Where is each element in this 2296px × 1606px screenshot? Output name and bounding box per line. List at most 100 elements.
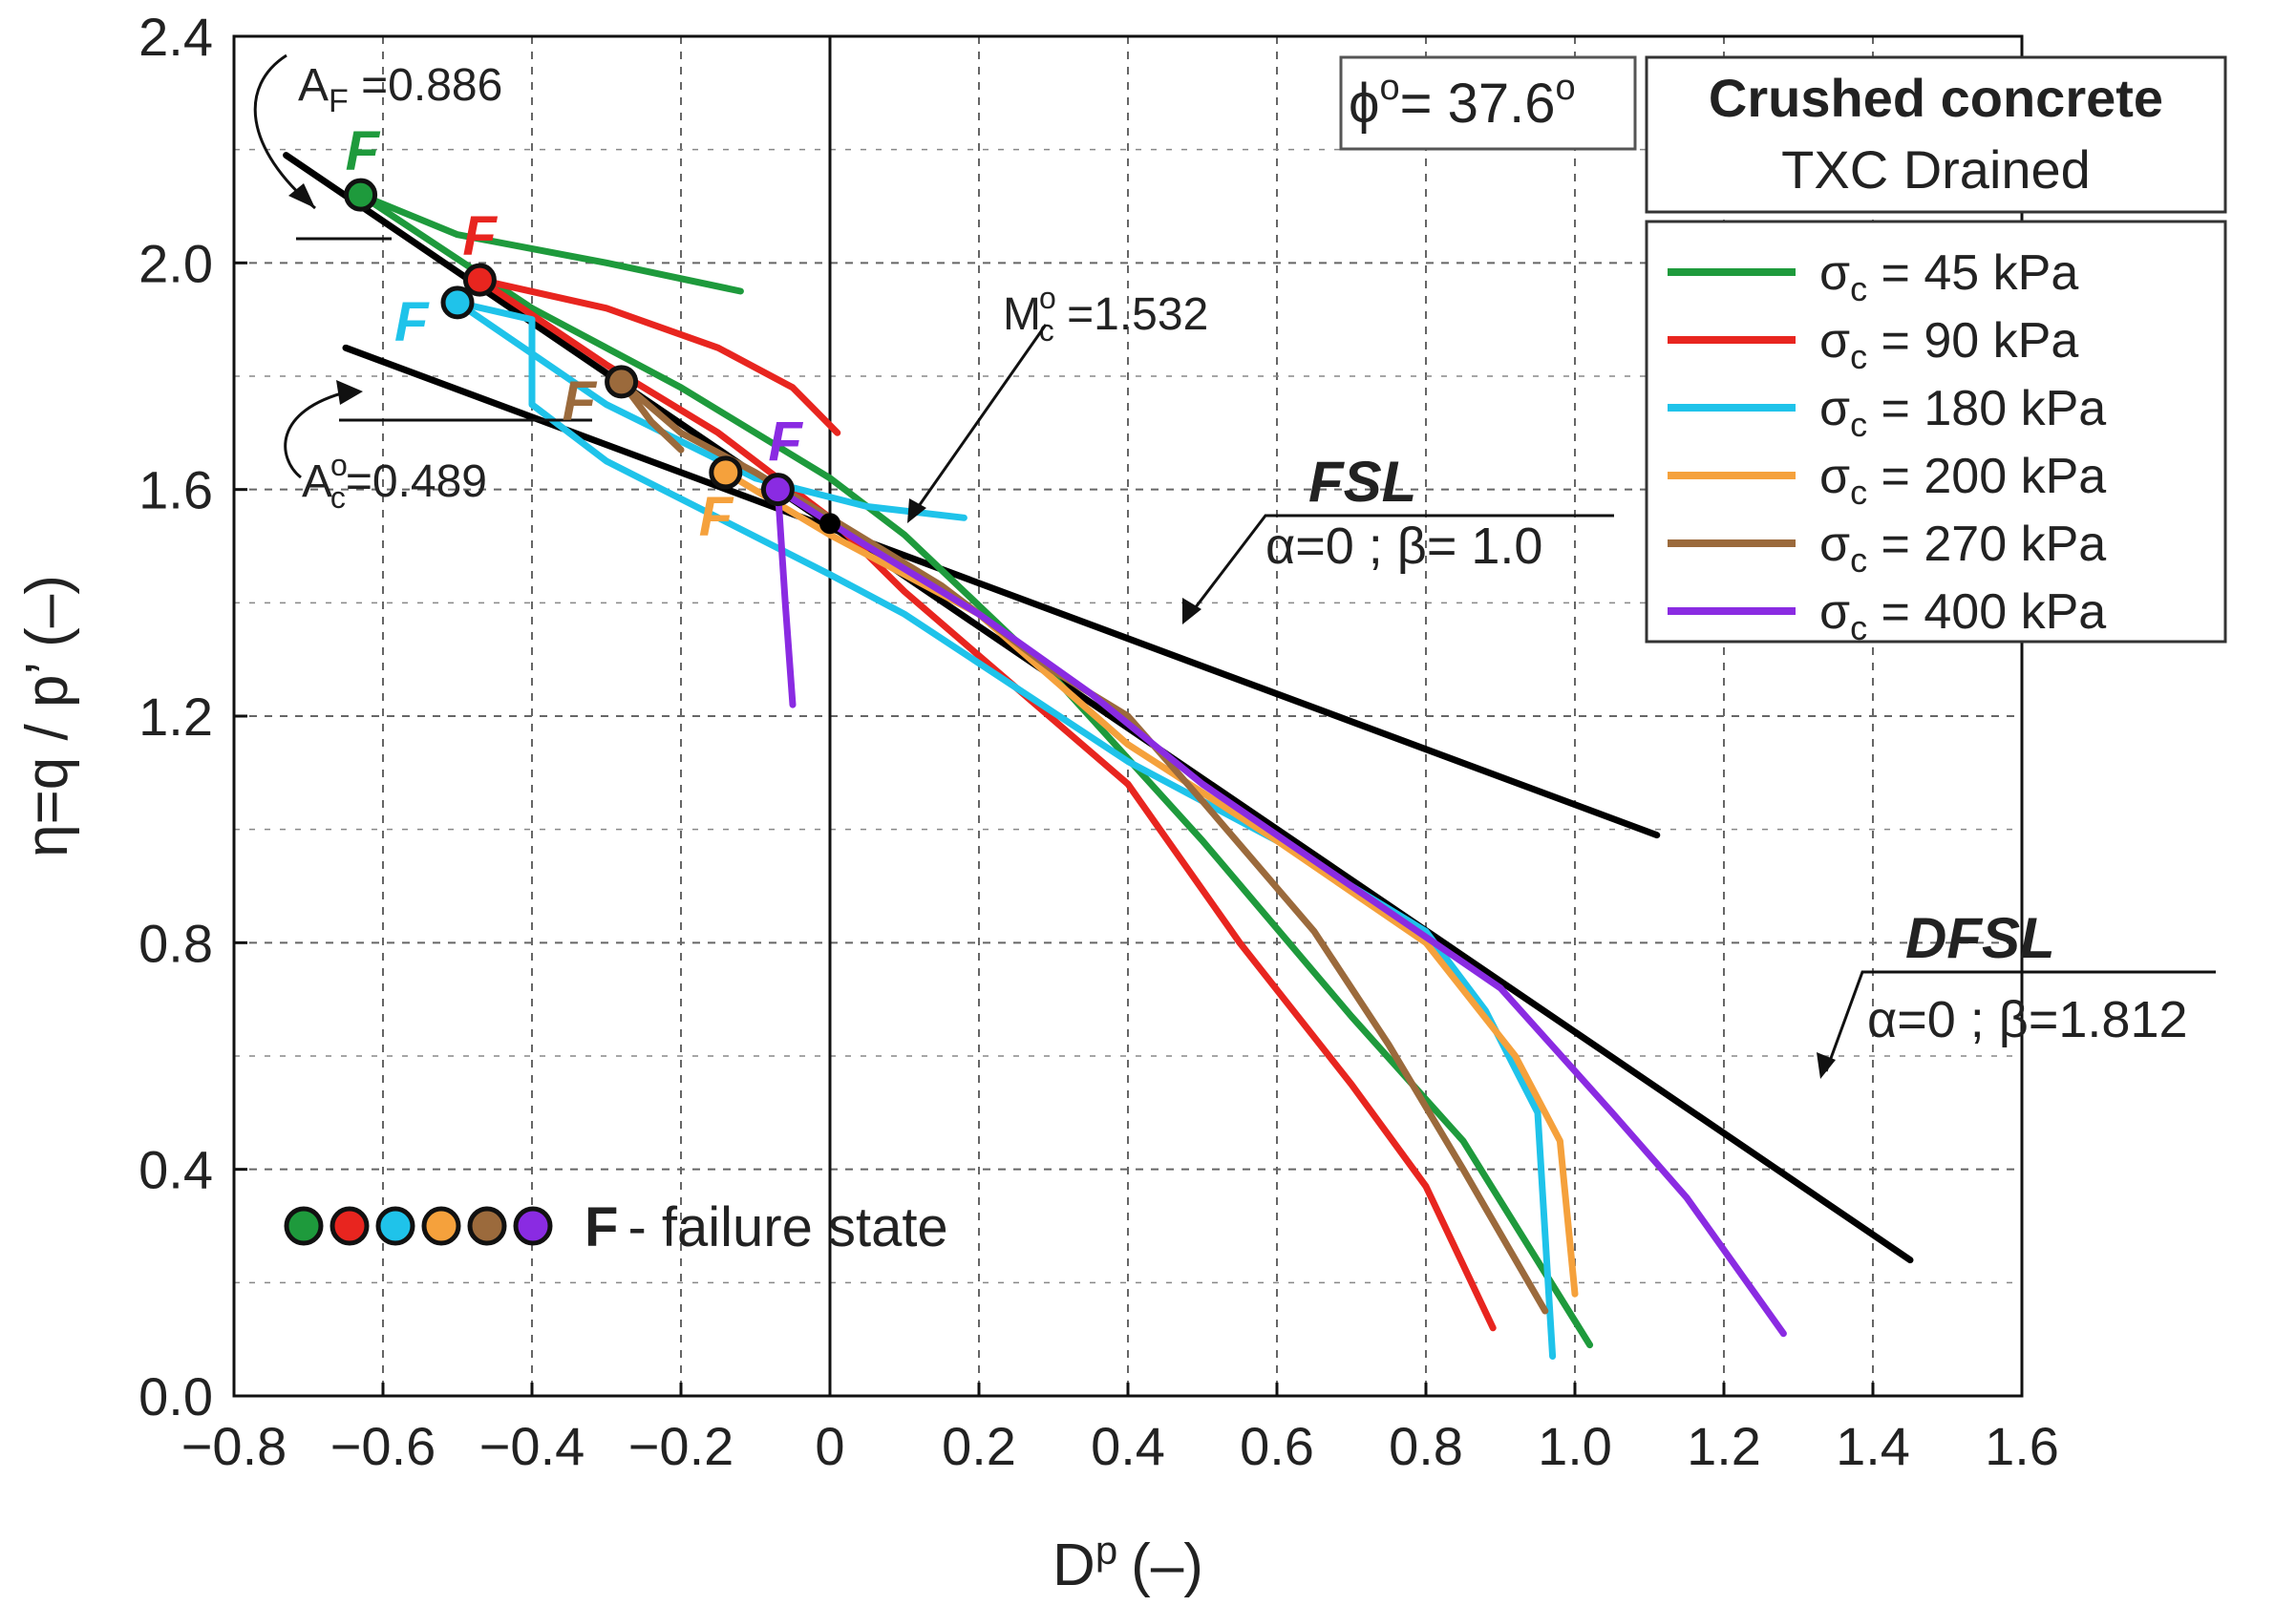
series-line-2-b [454, 299, 967, 521]
y-tick-label: 1.2 [138, 687, 213, 747]
y-tick-label: 2.0 [138, 233, 213, 293]
failure-marker-2 [440, 285, 475, 320]
failure-legend-dot-2 [375, 1206, 415, 1246]
failure-marker-1 [462, 263, 497, 297]
phi-symbol: ϕ [1349, 73, 1379, 135]
failure-legend-dots [284, 1206, 553, 1246]
series-line-3 [722, 469, 1579, 1298]
ac-arrow [284, 390, 350, 479]
y-tick-label: 0.8 [138, 913, 213, 973]
plot-frame [232, 34, 2024, 1398]
y-tick-label: 0.4 [138, 1140, 213, 1200]
y-axis-title: η=q / p’ (–) [14, 575, 80, 857]
x-tick-label: 0.8 [1389, 1416, 1463, 1476]
x-axis-title-unit: (–) [1131, 1532, 1203, 1598]
legend-label-5: σc = 400 kPa [1819, 584, 2106, 647]
phi-value: = 37.6 [1400, 73, 1556, 135]
legend-label-4: σc = 270 kPa [1819, 517, 2106, 580]
dfsl-arrowhead [1817, 1052, 1836, 1079]
dfsl-label: DFSL [1905, 906, 2055, 970]
x-tick-label: 1.2 [1687, 1416, 1761, 1476]
failure-marker-0 [344, 178, 378, 212]
failure-legend-dot-1 [330, 1206, 370, 1246]
failure-letter-2: F [394, 291, 430, 353]
fsl-params: α=0 ; β= 1.0 [1265, 518, 1542, 575]
failure-legend-text: F- failure state [585, 1196, 948, 1258]
failure-legend-desc: - failure state [627, 1196, 947, 1258]
annotation-arrows [253, 53, 2216, 1072]
arrow-heads [288, 183, 1836, 1079]
x-axis-title-sup: p [1095, 1528, 1117, 1573]
ac-sub: c [330, 480, 346, 515]
x-tick-label: −0.8 [181, 1416, 287, 1476]
dfsl-params: α=0 ; β=1.812 [1867, 991, 2188, 1048]
ac-base: A [302, 456, 332, 507]
x-tick-label: 1.4 [1836, 1416, 1910, 1476]
failure-legend-dot-3 [421, 1206, 461, 1246]
failure-marker-3 [709, 455, 743, 490]
intersection-point [819, 513, 840, 535]
mc-annotation: Mo c =1.532 [1003, 281, 1208, 348]
series-line-2 [454, 299, 1557, 1360]
x-tick-label: 0.6 [1240, 1416, 1314, 1476]
title-line-1: Crushed concrete [1709, 68, 2163, 128]
x-tick-label: 0 [815, 1416, 844, 1476]
failure-marker-4 [605, 365, 639, 399]
x-tick-label: 0.2 [942, 1416, 1016, 1476]
fsl-arrowhead [1182, 598, 1201, 624]
legend-box [1645, 220, 2227, 644]
y-tick-label: 2.4 [138, 7, 213, 67]
y-tick-label: 0.0 [138, 1366, 213, 1426]
mc-base: M [1003, 289, 1041, 340]
failure-legend-dot-4 [467, 1206, 507, 1246]
mc-arrowhead [907, 498, 926, 523]
series-line-5 [774, 486, 1787, 1338]
legend-label-0: σc = 45 kPa [1819, 245, 2078, 308]
failure-marker-5 [760, 473, 795, 507]
failure-legend-dot-5 [513, 1206, 553, 1246]
af-sub: F [329, 83, 349, 119]
legend-label-3: σc = 200 kPa [1819, 449, 2106, 512]
failure-letter-4: F [563, 370, 598, 433]
mc-sub: c [1039, 313, 1054, 348]
ac-rest: =0.489 [346, 456, 487, 507]
x-tick-label: −0.2 [628, 1416, 734, 1476]
legend-label-2: σc = 180 kPa [1819, 381, 2106, 444]
ref-line-dfsl [283, 152, 1914, 1264]
x-tick-label: 1.6 [1985, 1416, 2059, 1476]
failure-letter-0: F [346, 120, 381, 182]
af-annotation: AF =0.886 [298, 60, 502, 119]
phi-sup: o [1379, 68, 1399, 108]
x-tick-label: 0.4 [1091, 1416, 1165, 1476]
title-box [1645, 55, 2227, 214]
series-line-0 [357, 191, 744, 295]
data-series [357, 191, 1787, 1360]
axis-ticks: −0.8 −0.6 −0.4 −0.2 0 0.2 0.4 0.6 0.8 1.0 1.2 1.4 1.… [138, 7, 2059, 1476]
mc-sup: o [1039, 281, 1056, 315]
failure-letter-3: F [699, 486, 734, 548]
ac-sup: o [330, 448, 348, 482]
failure-legend-dot-0 [284, 1206, 324, 1246]
af-base: A [298, 60, 329, 111]
x-tick-label: 1.0 [1538, 1416, 1612, 1476]
af-arrowhead [288, 183, 315, 208]
ac-annotation: Ao c=0.489 [302, 448, 487, 515]
legend-label-1: σc = 90 kPa [1819, 313, 2078, 376]
phi-sup-deg: o [1556, 68, 1576, 108]
x-axis-title-main: D [1052, 1532, 1095, 1598]
phi-box [1339, 55, 1637, 151]
mc-rest: =1.532 [1054, 289, 1208, 340]
failure-legend-f: F [585, 1196, 618, 1258]
failure-letter-5: F [768, 412, 803, 474]
title-line-2: TXC Drained [1781, 139, 2091, 200]
x-tick-label: −0.4 [479, 1416, 585, 1476]
series-line-1 [476, 276, 841, 436]
fsl-label: FSL [1308, 450, 1416, 514]
series-line-5-b [774, 486, 797, 708]
af-arrow [253, 53, 316, 210]
failure-markers [344, 178, 840, 535]
x-tick-label: −0.6 [330, 1416, 436, 1476]
